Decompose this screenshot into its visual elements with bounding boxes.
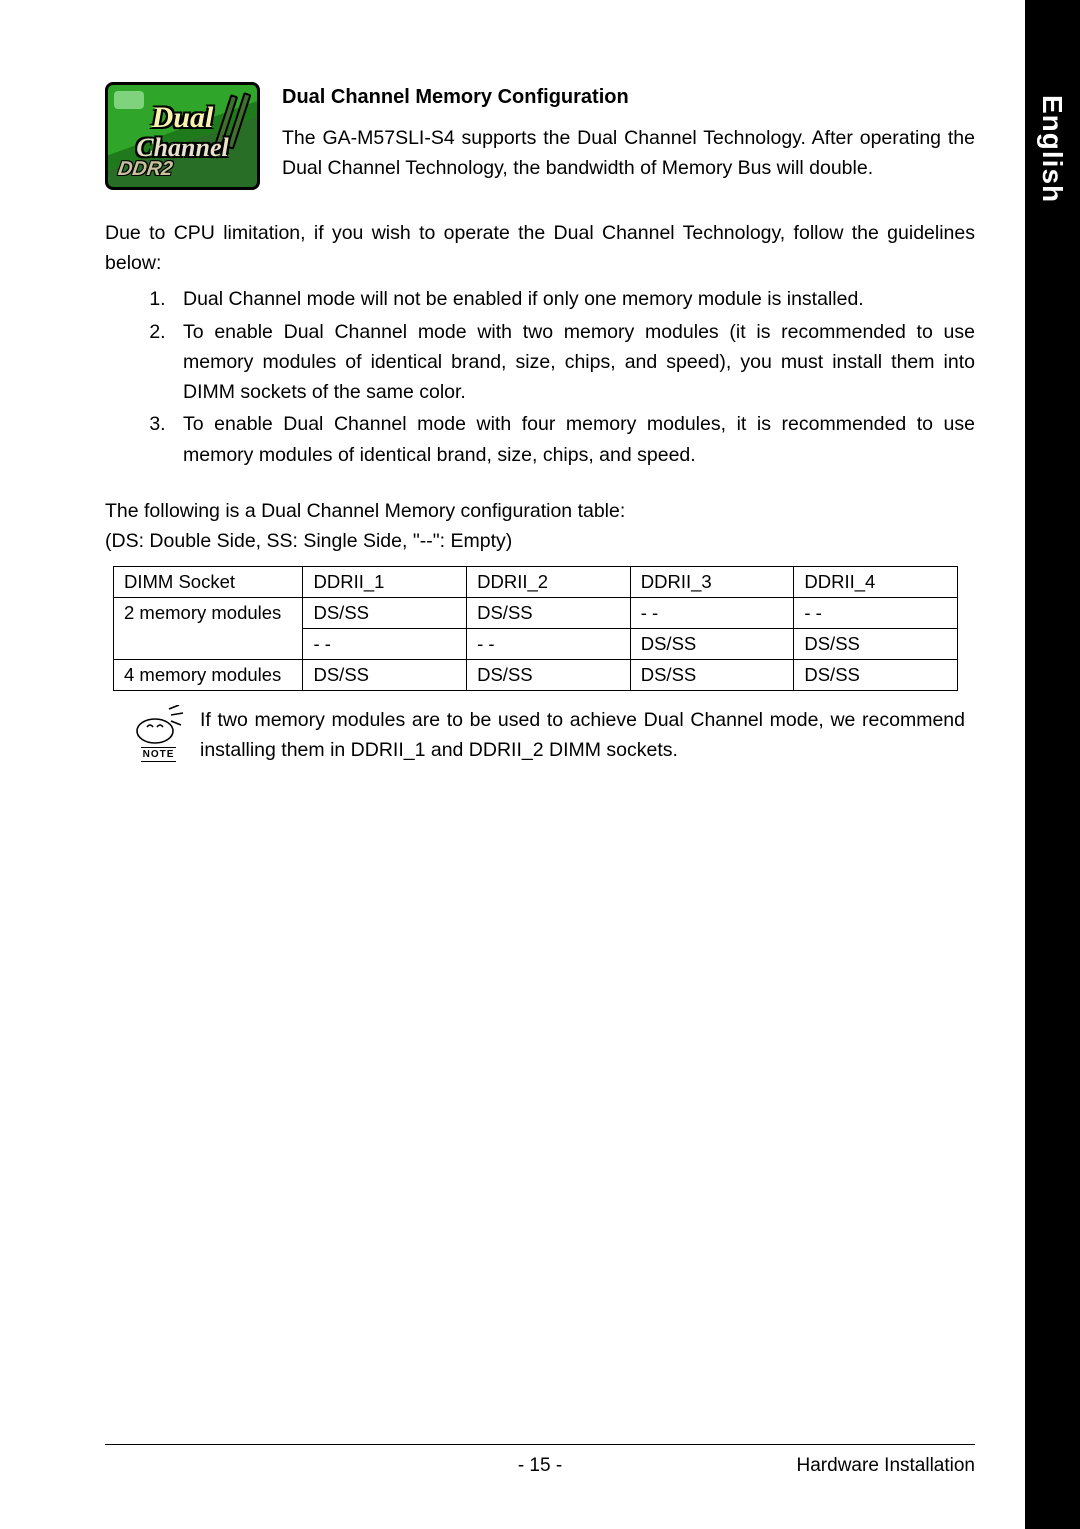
table-cell: DS/SS <box>630 629 794 660</box>
table-lead-2: (DS: Double Side, SS: Single Side, "--":… <box>105 526 975 556</box>
table-header-cell: DDRII_3 <box>630 567 794 598</box>
table-cell: DS/SS <box>467 598 631 629</box>
header-block: Dual Channel DDR2 Dual Channel Memory Co… <box>105 82 975 190</box>
table-row: 4 memory modules DS/SS DS/SS DS/SS DS/SS <box>114 660 958 691</box>
note-block: NOTE If two memory modules are to be use… <box>131 705 975 765</box>
heading-block: Dual Channel Memory Configuration The GA… <box>282 82 975 183</box>
table-cell: - - <box>630 598 794 629</box>
footer-page-number: - 15 - <box>105 1455 975 1477</box>
note-text: If two memory modules are to be used to … <box>200 705 975 765</box>
table-cell: DS/SS <box>794 629 958 660</box>
table-cell: DS/SS <box>303 660 467 691</box>
note-label: NOTE <box>141 747 177 762</box>
table-cell: DS/SS <box>467 660 631 691</box>
guideline-item: To enable Dual Channel mode with two mem… <box>171 317 975 408</box>
table-lead-1: The following is a Dual Channel Memory c… <box>105 496 975 526</box>
table-header-cell: DDRII_1 <box>303 567 467 598</box>
logo-text-dual: Dual <box>108 101 257 135</box>
config-table-wrap: DIMM Socket DDRII_1 DDRII_2 DDRII_3 DDRI… <box>113 566 975 691</box>
guideline-item: To enable Dual Channel mode with four me… <box>171 409 975 469</box>
footer-rule <box>105 1444 975 1445</box>
table-header-cell: DDRII_4 <box>794 567 958 598</box>
logo-text-ddr2: DDR2 <box>116 158 174 181</box>
section-heading: Dual Channel Memory Configuration <box>282 86 975 109</box>
table-cell: DS/SS <box>794 660 958 691</box>
table-cell: - - <box>303 629 467 660</box>
language-tab: English <box>1025 0 1080 1529</box>
guidelines-list: Dual Channel mode will not be enabled if… <box>171 284 975 469</box>
footer-line: - 15 - Hardware Installation <box>105 1455 975 1477</box>
dual-channel-logo: Dual Channel DDR2 <box>105 82 260 190</box>
lead-in-text: Due to CPU limitation, if you wish to op… <box>105 218 975 278</box>
page-content: Dual Channel DDR2 Dual Channel Memory Co… <box>105 82 975 766</box>
table-header-row: DIMM Socket DDRII_1 DDRII_2 DDRII_3 DDRI… <box>114 567 958 598</box>
table-cell: 2 memory modules <box>114 598 303 660</box>
table-header-cell: DIMM Socket <box>114 567 303 598</box>
table-row: 2 memory modules DS/SS DS/SS - - - - <box>114 598 958 629</box>
table-cell: 4 memory modules <box>114 660 303 691</box>
note-icon: NOTE <box>131 705 186 762</box>
table-cell: - - <box>467 629 631 660</box>
table-cell: DS/SS <box>630 660 794 691</box>
language-tab-label: English <box>1036 95 1068 203</box>
table-cell: DS/SS <box>303 598 467 629</box>
page-footer: - 15 - Hardware Installation <box>105 1444 975 1477</box>
intro-text: The GA-M57SLI-S4 supports the Dual Chann… <box>282 123 975 183</box>
config-table: DIMM Socket DDRII_1 DDRII_2 DDRII_3 DDRI… <box>113 566 958 691</box>
table-cell: - - <box>794 598 958 629</box>
table-header-cell: DDRII_2 <box>467 567 631 598</box>
guideline-item: Dual Channel mode will not be enabled if… <box>171 284 975 314</box>
